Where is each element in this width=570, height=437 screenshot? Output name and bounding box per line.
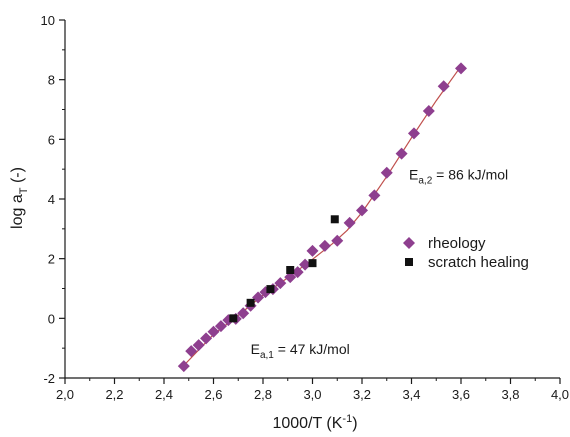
x-tick-label: 3,8 [501, 387, 519, 402]
y-tick-label: 2 [48, 252, 55, 267]
rheology-point [437, 80, 450, 93]
y-tick-label: 8 [48, 73, 55, 88]
rheology-point [422, 104, 435, 117]
rheology-point [299, 258, 312, 271]
rheology-point [192, 339, 205, 352]
series-rheology-markers [177, 62, 467, 373]
rheology-point [252, 291, 265, 304]
x-tick-label: 3,6 [452, 387, 470, 402]
scratch-healing-point [286, 266, 295, 275]
rheology-point [343, 216, 356, 229]
x-axis-title: 1000/T (K-1) [272, 413, 357, 432]
plot-area: 2,0 2,2 2,4 2,6 2,8 3,0 3,2 3,4 3,6 3,8 4,0 -2 0 2 4 6… [41, 13, 570, 402]
x-tick-label: 3,4 [402, 387, 420, 402]
rheology-point [455, 62, 467, 75]
x-tick-label: 3,2 [353, 387, 371, 402]
legend-scratch-healing-marker [405, 258, 413, 266]
rheology-point [331, 234, 344, 247]
y-axis-title: log aT (-) [9, 167, 30, 229]
x-tick-label: 2,2 [105, 387, 123, 402]
rheology-point [284, 271, 297, 284]
y-tick-label: 10 [41, 13, 55, 28]
x-axis-ticks: 2,0 2,2 2,4 2,6 2,8 3,0 3,2 3,4 3,6 3,8 4,0 [56, 378, 569, 402]
rheology-point [368, 189, 381, 202]
scratch-healing-point [308, 259, 317, 268]
annotations: Ea,2 = 86 kJ/mol Ea,1 = 47 kJ/mol [251, 167, 509, 362]
rheology-point [395, 147, 408, 160]
rheology-point [237, 307, 250, 320]
rheology-point [380, 166, 393, 179]
rheology-point [291, 266, 304, 279]
activation-energy-label: Ea,1 = 47 kJ/mol [251, 341, 350, 361]
scratch-healing-point [266, 285, 275, 294]
rheology-point [356, 204, 368, 217]
legend: rheology scratch healing [403, 235, 529, 271]
x-tick-label: 2,4 [155, 387, 173, 402]
rheology-point [185, 345, 198, 358]
series-scratch-healing-markers [229, 215, 339, 323]
rheology-point [306, 244, 319, 257]
rheology-point [177, 360, 190, 373]
x-tick-label: 2,0 [56, 387, 74, 402]
rheology-point [200, 332, 213, 345]
rheology-point [214, 320, 227, 333]
x-tick-label: 3,0 [303, 387, 321, 402]
rheology-point [318, 239, 331, 252]
rheology-point [274, 277, 287, 290]
fit-line [183, 65, 462, 366]
y-tick-label: 6 [48, 132, 55, 147]
scratch-healing-point [330, 215, 339, 224]
x-tick-label: 2,6 [204, 387, 222, 402]
scratch-healing-point [246, 298, 255, 307]
legend-scratch-healing-label: scratch healing [428, 254, 529, 271]
activation-energy-label: Ea,2 = 86 kJ/mol [409, 167, 508, 187]
legend-rheology-label: rheology [428, 235, 486, 252]
y-tick-label: -2 [43, 371, 55, 386]
y-tick-label: 4 [48, 192, 55, 207]
scratch-healing-point [229, 314, 238, 323]
rheology-point [207, 325, 220, 338]
rheology-point [407, 127, 420, 140]
x-tick-label: 4,0 [551, 387, 569, 402]
x-tick-label: 2,8 [254, 387, 272, 402]
legend-rheology-marker [403, 237, 415, 249]
y-axis-ticks: -2 0 2 4 6 8 10 [41, 13, 65, 386]
y-tick-label: 0 [48, 311, 55, 326]
